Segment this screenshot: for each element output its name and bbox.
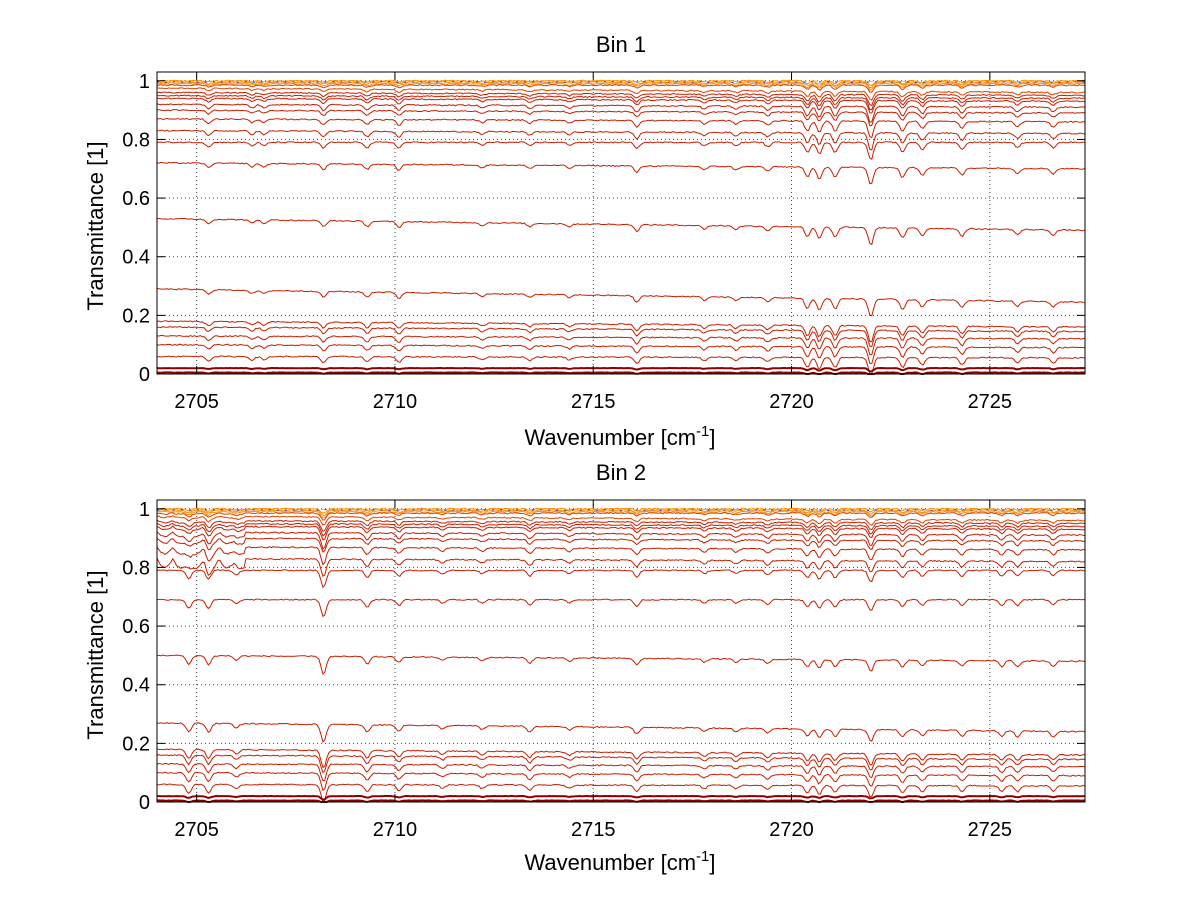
- axes-box: [156, 71, 1086, 375]
- spectrum-line: [156, 794, 1086, 801]
- spectrum-line: [156, 783, 1086, 803]
- axes-box: [156, 499, 1086, 803]
- chart-title: Bin 2: [596, 460, 646, 485]
- spectrum-line: [156, 82, 1086, 91]
- spectrum-line: [156, 557, 1086, 577]
- x-tick-label: 2710: [373, 391, 418, 413]
- spectrum-line: [156, 508, 1086, 511]
- y-tick-label: 1: [139, 71, 150, 93]
- x-axis-label: Wavenumber [cm-1]: [524, 423, 715, 450]
- y-axis-label: Transmittance [1]: [83, 141, 108, 310]
- x-tick-label: 2705: [174, 819, 219, 841]
- x-axis-label: Wavenumber [cm-1]: [524, 848, 715, 875]
- spectrum-line: [156, 366, 1086, 373]
- spectrum-line: [156, 762, 1086, 782]
- spectrum-line: [156, 103, 1086, 123]
- spectrum-line: [156, 94, 1086, 111]
- y-tick-label: 0.4: [122, 675, 150, 697]
- spectrum-line: [156, 371, 1086, 376]
- spectrum-line: [156, 87, 1086, 101]
- y-tick-label: 0.6: [122, 188, 150, 210]
- y-tick-label: 0.2: [122, 733, 150, 755]
- spectrum-line: [156, 525, 1086, 541]
- y-tick-label: 0.2: [122, 305, 150, 327]
- spectrum-line: [156, 512, 1086, 521]
- y-tick-label: 0: [139, 792, 150, 814]
- y-tick-label: 1: [139, 499, 150, 521]
- spectrum-line: [156, 748, 1086, 769]
- spectrum-line: [156, 654, 1086, 675]
- spectrum-line: [156, 531, 1086, 550]
- plot-area: 2705 2710 2715 2720 2725 0 0.2 0.4 0.6 0.8 1: [122, 499, 1086, 841]
- x-tick-label: 2715: [571, 391, 616, 413]
- spectrum-line: [156, 355, 1086, 375]
- spectrum-line: [156, 510, 1086, 519]
- plot-area: 2705 2710 2715 2720 2725 0 0.2 0.4 0.6 0.8 1: [122, 71, 1086, 413]
- spectrum-line: [156, 326, 1086, 348]
- x-tick-label: 2725: [968, 819, 1013, 841]
- spectrum-line: [156, 109, 1086, 127]
- y-tick-label: 0.4: [122, 247, 150, 269]
- y-tick-label: 0.8: [122, 557, 150, 579]
- spectrum-line: [156, 334, 1085, 356]
- spectrum-line: [156, 84, 1086, 93]
- spectrum-line: [156, 771, 1086, 792]
- spectrum-line: [156, 343, 1086, 365]
- spectrum-line: [156, 117, 1086, 139]
- spectrum-line: [156, 80, 1086, 83]
- spectrum-line: [156, 97, 1086, 114]
- x-tick-label: 2705: [174, 391, 219, 413]
- spectrum-line: [156, 141, 1086, 160]
- spectrum-line: [156, 80, 1086, 83]
- axes-bin-2: Bin 2 2705 2710 2715 2720 2725 0 0.2 0.4 0.6 0.8 1…: [83, 460, 1086, 875]
- spectrum-line: [156, 546, 1086, 566]
- y-tick-label: 0.6: [122, 616, 150, 638]
- spectrum-line: [156, 598, 1086, 618]
- x-tick-label: 2710: [373, 819, 418, 841]
- spectrum-line: [156, 522, 1086, 537]
- spectrum-line: [157, 799, 1086, 804]
- x-tick-label: 2720: [769, 391, 814, 413]
- spectrum-line: [156, 508, 1086, 511]
- spectrum-line: [156, 754, 1086, 774]
- spectrum-line: [156, 537, 1086, 553]
- spectrum-line: [156, 569, 1085, 589]
- spectrum-line: [156, 129, 1086, 151]
- spectrum-line: [156, 217, 1086, 246]
- y-tick-label: 0: [139, 364, 150, 386]
- spectrum-line: [156, 515, 1085, 526]
- spectrum-line: [156, 161, 1086, 185]
- spectrum-line: [156, 722, 1086, 743]
- x-tick-label: 2715: [571, 819, 616, 841]
- y-tick-label: 0.8: [122, 129, 150, 151]
- y-axis-label: Transmittance [1]: [83, 570, 108, 739]
- spectrum-line: [156, 320, 1086, 343]
- axes-bin-1: Bin 1 2705 2710 2715 2720 2725 0 0.2 0.4 0.6 0.8 1…: [83, 32, 1086, 450]
- chart-title: Bin 1: [596, 32, 646, 57]
- x-tick-label: 2725: [968, 391, 1013, 413]
- spectrum-line: [156, 91, 1086, 107]
- spectrum-line: [156, 519, 1085, 532]
- spectrum-line: [156, 287, 1086, 317]
- x-tick-label: 2720: [769, 819, 814, 841]
